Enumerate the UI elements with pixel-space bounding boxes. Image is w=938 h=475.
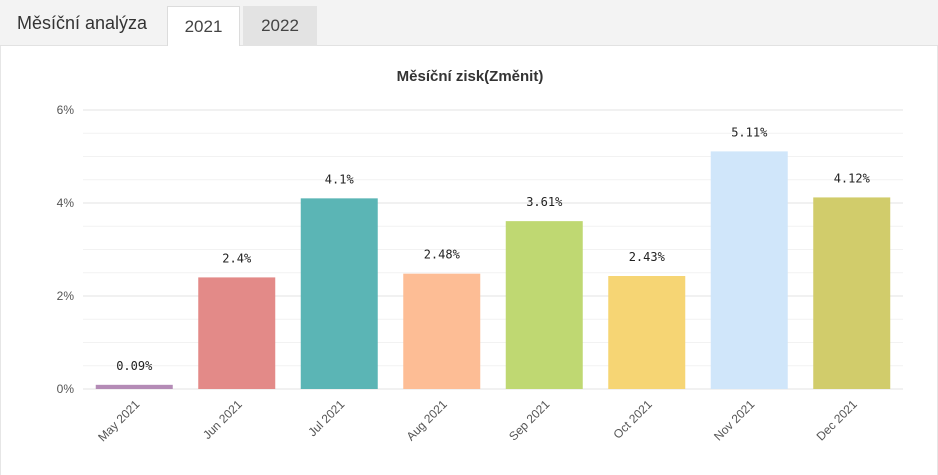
data-labels: 0.09% 2.4% 4.1% 2.48% 3.61% 2.43% 5.11% 4.12% [116,125,870,372]
x-tick-label: Sep 2021 [506,397,552,443]
y-tick-label: 4% [57,196,75,210]
data-label: 2.4% [222,251,252,265]
bar[interactable] [505,221,583,389]
y-axis: 0% 2% 4% 6% [57,103,75,396]
bar[interactable] [198,277,276,389]
data-label: 4.12% [834,171,871,185]
data-label: 2.48% [424,248,461,262]
data-label: 3.61% [526,195,563,209]
bar[interactable] [710,151,788,389]
x-tick-label: Dec 2021 [814,397,860,443]
bar[interactable] [95,384,173,389]
bar[interactable] [813,197,891,389]
x-tick-label: Jun 2021 [200,397,245,442]
y-tick-label: 6% [57,103,75,117]
data-label: 2.43% [629,250,666,264]
x-tick-label: Aug 2021 [404,397,450,443]
y-tick-label: 0% [57,382,75,396]
bar[interactable] [608,276,686,389]
bar[interactable] [300,198,378,389]
x-tick-label: Oct 2021 [611,397,656,442]
bar-series [95,151,891,389]
data-label: 5.11% [731,125,768,139]
y-tick-label: 2% [57,289,75,303]
x-tick-label: Jul 2021 [305,397,347,439]
analysis-header: Měsíční analýza 2021 2022 [0,0,938,47]
tab-2021[interactable]: 2021 [167,6,240,47]
x-tick-label: May 2021 [95,397,142,444]
section-title: Měsíční analýza [17,13,148,33]
tab-2022[interactable]: 2022 [243,6,317,46]
data-label: 4.1% [325,172,355,186]
data-label: 0.09% [116,359,153,373]
chart-title: Měsíční zisk(Změnit) [397,68,544,85]
bar[interactable] [403,273,481,389]
x-axis: May 2021 Jun 2021 Jul 2021 Aug 2021 Sep 2021… [95,397,860,444]
x-tick-label: Nov 2021 [711,397,757,443]
